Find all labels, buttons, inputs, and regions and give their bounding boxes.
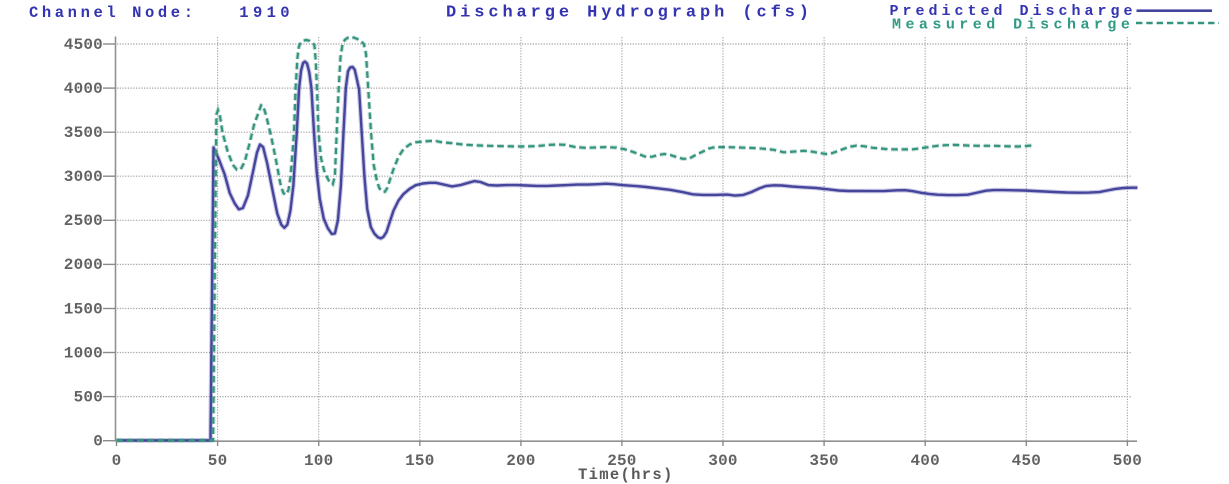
svg-text:250: 250 [607, 452, 636, 470]
svg-text:0: 0 [93, 433, 103, 451]
svg-text:300: 300 [708, 452, 737, 470]
svg-text:450: 450 [1012, 452, 1041, 470]
svg-text:500: 500 [74, 388, 103, 406]
svg-text:2500: 2500 [64, 212, 103, 230]
svg-text:3500: 3500 [64, 124, 103, 142]
svg-text:500: 500 [1113, 452, 1142, 470]
svg-text:1000: 1000 [64, 344, 103, 362]
svg-text:100: 100 [304, 452, 333, 470]
svg-text:1500: 1500 [64, 300, 103, 318]
svg-text:2000: 2000 [64, 256, 103, 274]
svg-text:400: 400 [910, 452, 939, 470]
svg-text:1910: 1910 [239, 4, 294, 22]
svg-text:0: 0 [112, 452, 122, 470]
svg-text:Measured Discharge: Measured Discharge [892, 16, 1134, 33]
svg-text:3000: 3000 [64, 168, 103, 186]
svg-text:50: 50 [208, 452, 228, 470]
svg-text:150: 150 [405, 452, 434, 470]
svg-text:200: 200 [506, 452, 535, 470]
svg-text:Discharge Hydrograph (cfs): Discharge Hydrograph (cfs) [446, 4, 813, 23]
svg-text:350: 350 [809, 452, 838, 470]
svg-text:4000: 4000 [64, 80, 103, 98]
svg-text:Time(hrs): Time(hrs) [578, 466, 674, 484]
svg-text:4500: 4500 [64, 36, 103, 54]
svg-text:Channel Node:: Channel Node: [29, 4, 197, 22]
svg-text:Predicted Discharge: Predicted Discharge [890, 3, 1137, 20]
